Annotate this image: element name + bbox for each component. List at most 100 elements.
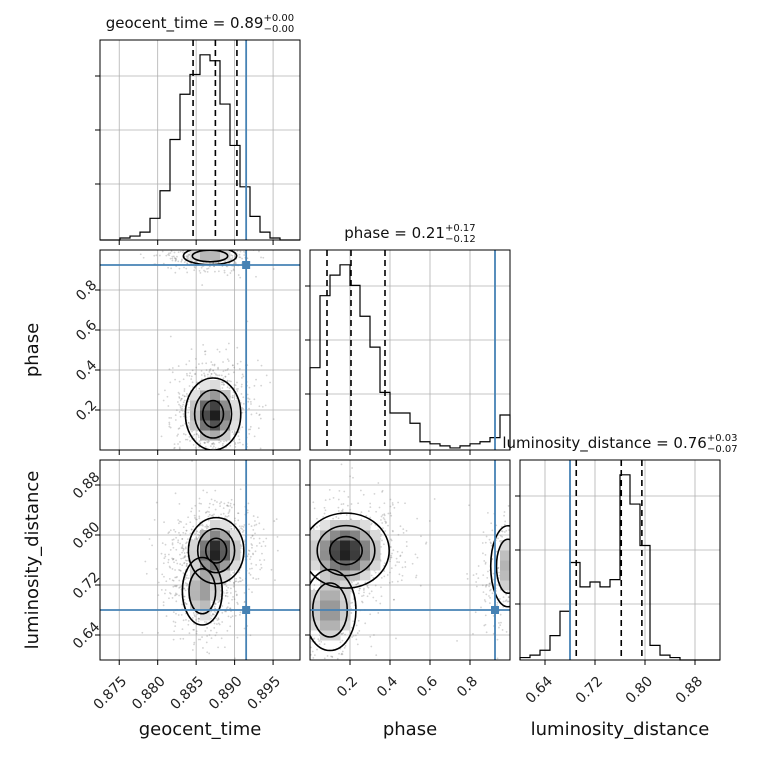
sample-point: [380, 586, 382, 589]
sample-point: [341, 639, 344, 642]
sample-point: [184, 578, 187, 581]
sample-point: [174, 592, 177, 595]
sample-point: [191, 386, 194, 388]
sample-point: [404, 561, 407, 563]
sample-point: [394, 564, 397, 567]
sample-point: [485, 584, 488, 586]
sample-point: [185, 529, 188, 532]
sample-point: [224, 455, 226, 457]
sample-point: [208, 440, 210, 443]
sample-point: [176, 584, 178, 587]
sample-point: [391, 552, 393, 555]
sample-point: [232, 269, 235, 272]
sample-point: [480, 606, 482, 609]
x-tick-label: 0.4: [374, 673, 401, 700]
sample-point: [362, 589, 365, 591]
sample-point: [188, 426, 191, 429]
sample-point: [224, 260, 227, 263]
sample-point: [224, 369, 227, 372]
density-cell: [200, 420, 211, 431]
sample-point: [173, 561, 175, 564]
sample-point: [522, 546, 524, 548]
sample-point: [243, 627, 246, 630]
sample-point: [175, 259, 177, 262]
sample-point: [218, 261, 220, 264]
sample-point: [481, 542, 484, 544]
sample-point: [482, 574, 485, 577]
sample-point: [481, 584, 484, 587]
sample-point: [523, 506, 525, 508]
sample-point: [173, 245, 175, 247]
sample-point: [255, 578, 258, 581]
sample-point: [414, 553, 417, 556]
sample-point: [287, 516, 289, 518]
sample-point: [186, 255, 189, 257]
sample-point: [169, 592, 172, 595]
sample-point: [193, 628, 195, 631]
sample-point: [307, 566, 309, 568]
sample-point: [340, 632, 343, 635]
sample-point: [315, 673, 317, 675]
sample-point: [484, 614, 487, 617]
sample-point: [258, 559, 261, 562]
sample-point: [216, 467, 218, 469]
sample-point: [218, 600, 221, 603]
density-cell: [330, 560, 341, 571]
sample-point: [206, 267, 208, 270]
sample-point: [177, 539, 180, 542]
sample-point: [139, 253, 142, 256]
sample-point: [198, 515, 201, 518]
sample-point: [380, 515, 383, 518]
sample-point: [167, 553, 170, 556]
sample-point: [308, 615, 310, 617]
sample-point: [215, 246, 217, 248]
sample-point: [355, 583, 357, 586]
sample-point: [189, 246, 191, 248]
sample-point: [425, 542, 427, 545]
sample-point: [185, 245, 187, 247]
sample-point: [204, 242, 206, 244]
sample-point: [213, 613, 215, 616]
sample-point: [170, 250, 173, 253]
sample-point: [324, 661, 326, 663]
sample-point: [304, 608, 306, 610]
sample-point: [173, 585, 176, 588]
sample-point: [185, 562, 188, 565]
sample-point: [305, 698, 307, 700]
sample-point: [178, 447, 181, 450]
sample-point: [231, 394, 234, 397]
sample-point: [240, 527, 242, 530]
sample-point: [175, 548, 178, 551]
density-cell: [200, 590, 211, 601]
sample-point: [221, 381, 224, 384]
sample-point: [241, 426, 244, 429]
sample-point: [172, 585, 175, 588]
sample-point: [182, 415, 185, 418]
sample-point: [196, 530, 199, 533]
sample-point: [320, 640, 323, 643]
sample-point: [477, 577, 480, 580]
sample-point: [260, 364, 263, 367]
sample-point: [168, 368, 171, 371]
sample-point: [178, 531, 180, 534]
sample-point: [330, 655, 332, 658]
sample-point: [229, 607, 232, 610]
sample-point: [173, 443, 176, 446]
sample-point: [183, 388, 186, 390]
sample-point: [167, 405, 170, 407]
sample-point: [196, 261, 199, 263]
sample-point: [184, 589, 187, 592]
sample-point: [179, 534, 182, 537]
sample-point: [486, 511, 489, 514]
sample-point: [198, 446, 200, 448]
sample-point: [174, 576, 177, 579]
sample-point: [274, 601, 276, 603]
sample-point: [517, 511, 519, 513]
sample-point: [198, 534, 200, 536]
sample-point: [179, 441, 181, 443]
sample-point: [511, 542, 513, 544]
sample-point: [402, 528, 405, 531]
sample-point: [238, 253, 241, 256]
sample-point: [250, 562, 253, 565]
sample-point: [211, 613, 214, 616]
